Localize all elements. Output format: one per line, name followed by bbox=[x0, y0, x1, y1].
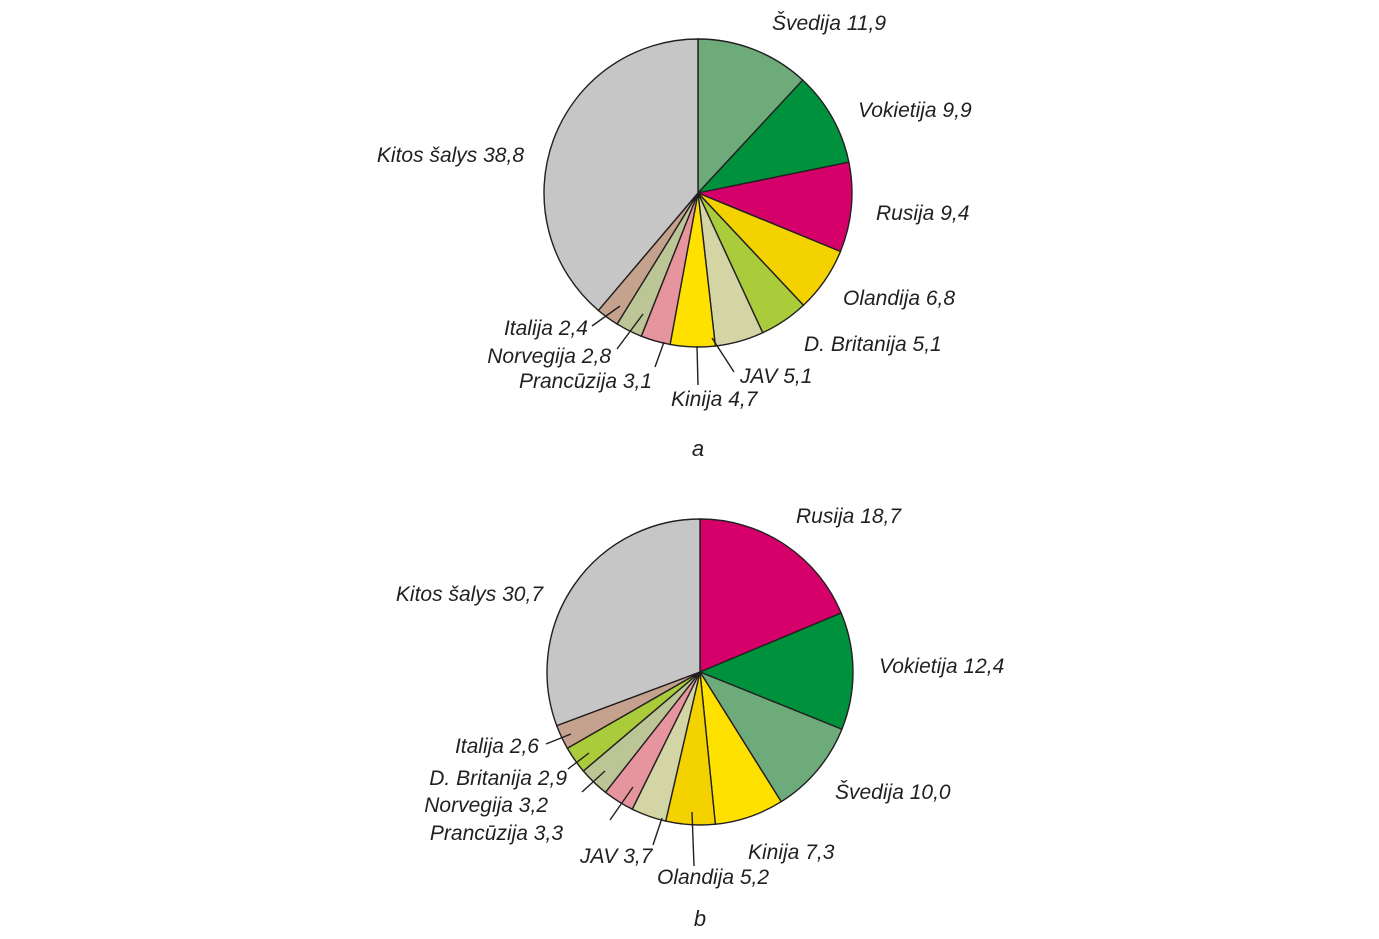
pie-a-label-prancuzija-3-1: Prancūzija 3,1 bbox=[519, 370, 652, 393]
pie-b-slice-vokietija-12-4 bbox=[698, 612, 854, 731]
pie-b-label-kinija-7-3: Kinija 7,3 bbox=[748, 841, 835, 864]
pie-a-label-svedija-11-9: Švedija 11,9 bbox=[772, 12, 886, 35]
pie-b-slice-rusija-18-7 bbox=[699, 518, 843, 674]
pie-a-label-kinija-4-7: Kinija 4,7 bbox=[671, 388, 759, 411]
pie-b-leader-jav-3-7 bbox=[652, 817, 663, 846]
pie-b-label-kitos-salys-30-7: Kitos šalys 30,7 bbox=[396, 583, 544, 606]
pie-a-label-vokietija-9-9: Vokietija 9,9 bbox=[858, 99, 972, 122]
panel-label-b: b bbox=[694, 906, 706, 931]
pie-b-leader-olandija-5-2 bbox=[691, 811, 695, 867]
pie-b-label-svedija-10-0: Švedija 10,0 bbox=[835, 781, 951, 804]
pie-a-leader-norvegija-2-8 bbox=[616, 313, 644, 350]
pie-a-slice-kitos-salys-38-8 bbox=[543, 38, 699, 312]
pie-b-label-d-britanija-2-9: D. Britanija 2,9 bbox=[429, 767, 567, 790]
pie-a-label-olandija-6-8: Olandija 6,8 bbox=[843, 287, 955, 310]
pie-b-label-italija-2-6: Italija 2,6 bbox=[455, 735, 539, 758]
pie-a-label-kitos-salys-38-8: Kitos šalys 38,8 bbox=[377, 144, 524, 167]
panel-label-a: a bbox=[692, 436, 704, 461]
pie-a-label-rusija-9-4: Rusija 9,4 bbox=[876, 202, 969, 225]
pie-b-label-rusija-18-7: Rusija 18,7 bbox=[796, 505, 902, 528]
pie-a-leader-italija-2-4 bbox=[591, 305, 621, 327]
pie-b-label-vokietija-12-4: Vokietija 12,4 bbox=[879, 655, 1004, 678]
pie-chart-b: Rusija 18,7 Vokietija 12,4 Švedija 10,0 Kin… bbox=[396, 505, 1004, 931]
pie-a-slice-svedija-11-9 bbox=[697, 38, 804, 195]
pie-b-slice-svedija-10-0 bbox=[698, 670, 843, 803]
pie-a-leader-kinija-4-7 bbox=[696, 345, 699, 386]
pie-b-slice-kitos-salys-30-7 bbox=[546, 518, 701, 727]
pie-b-label-jav-3-7: JAV 3,7 bbox=[579, 845, 654, 868]
pie-a-label-jav-5-1: JAV 5,1 bbox=[739, 365, 812, 388]
pie-a-label-norvegija-2-8: Norvegija 2,8 bbox=[487, 345, 611, 368]
pie-b-leader-d-britanija-2-9 bbox=[567, 752, 590, 770]
pie-b-label-norvegija-3-2: Norvegija 3,2 bbox=[424, 794, 548, 817]
pie-a-leader-prancuzija-3-1 bbox=[654, 341, 665, 368]
pie-a-slice-vokietija-9-9 bbox=[696, 79, 850, 195]
pie-b-label-olandija-5-2: Olandija 5,2 bbox=[657, 866, 769, 889]
pie-a-label-italija-2-4: Italija 2,4 bbox=[504, 317, 588, 340]
pie-b-leader-prancuzija-3-3 bbox=[609, 786, 634, 821]
pie-a-leader-jav-5-1 bbox=[711, 337, 735, 373]
pie-b-leader-norvegija-3-2 bbox=[581, 770, 606, 793]
pie-a-label-d-britanija-5-1: D. Britanija 5,1 bbox=[804, 333, 942, 356]
pie-b-label-prancuzija-3-3: Prancūzija 3,3 bbox=[430, 822, 563, 845]
pie-chart-a: Švedija 11,9 Vokietija 9,9 Rusija 9,4 Oland… bbox=[377, 12, 972, 461]
pie-a-slice-rusija-9-4 bbox=[695, 161, 853, 253]
pie-b-leader-italija-2-6 bbox=[545, 733, 572, 745]
